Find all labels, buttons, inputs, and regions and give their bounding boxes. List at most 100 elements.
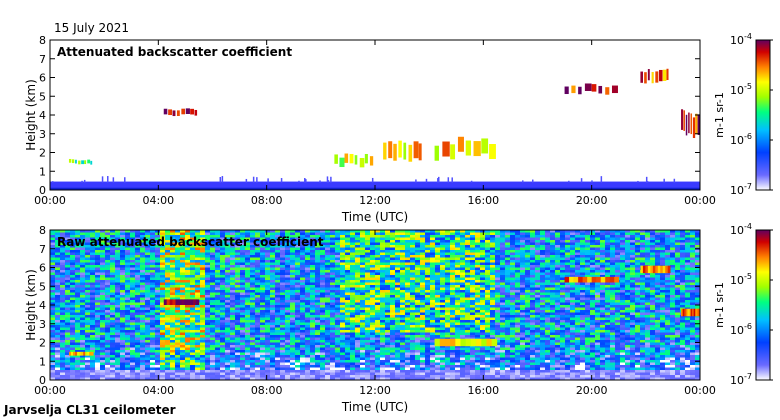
heatmap-cell (195, 277, 201, 281)
heatmap-cell (135, 255, 141, 258)
heatmap-cell (185, 230, 191, 233)
heatmap-cell (360, 367, 366, 371)
heatmap-cell (175, 350, 181, 353)
heatmap-cell (340, 290, 346, 293)
heatmap-cell (420, 262, 426, 266)
heatmap-cell (155, 317, 161, 321)
heatmap-cell (275, 275, 281, 278)
heatmap-cell (160, 280, 166, 283)
heatmap-cell (235, 372, 241, 376)
heatmap-cell (425, 377, 431, 380)
heatmap-cell (95, 275, 101, 278)
heatmap-cell (340, 352, 346, 356)
heatmap-cell (115, 260, 121, 263)
heatmap-cell (150, 340, 156, 343)
heatmap-cell (435, 332, 441, 336)
heatmap-cell (350, 355, 356, 358)
heatmap-cell (440, 350, 446, 353)
heatmap-cell (250, 312, 256, 316)
heatmap-cell (195, 342, 201, 346)
heatmap-cell (90, 332, 96, 336)
heatmap-cell (175, 272, 181, 276)
heatmap-cell (55, 282, 61, 286)
heatmap-cell (165, 347, 171, 351)
heatmap-cell (240, 275, 246, 278)
heatmap-cell (90, 372, 96, 376)
heatmap-cell (60, 270, 66, 273)
heatmap-cell (430, 277, 436, 281)
heatmap-cell (260, 357, 266, 361)
heatmap-cell (130, 320, 136, 323)
heatmap-cell (375, 302, 381, 306)
heatmap-cell (200, 360, 206, 363)
heatmap-cell (255, 282, 261, 286)
boundary-speckle (330, 176, 332, 183)
heatmap-cell (345, 245, 351, 248)
heatmap-cell (70, 357, 76, 361)
heatmap-cell (170, 282, 176, 286)
heatmap-cell (365, 290, 371, 293)
heatmap-cell (315, 287, 321, 291)
heatmap-cell (125, 302, 131, 306)
heatmap-cell (350, 330, 356, 333)
heatmap-cell (145, 342, 151, 346)
heatmap-cell (210, 237, 216, 241)
heatmap-cell (395, 295, 401, 298)
heatmap-cell (360, 295, 366, 298)
heatmap-cell (145, 367, 151, 371)
heatmap-cell (290, 302, 296, 306)
boundary-speckle (637, 180, 639, 183)
heatmap-cell (300, 275, 306, 278)
heatmap-cell (185, 355, 191, 358)
heatmap-cell (340, 355, 346, 358)
heatmap-cell (85, 272, 91, 276)
heatmap-cell (50, 235, 56, 238)
heatmap-cell (270, 305, 276, 308)
heatmap-cell (90, 247, 96, 251)
heatmap-cell (415, 375, 421, 378)
heatmap-cell (400, 335, 406, 338)
heatmap-cell (420, 335, 426, 338)
heatmap-cell (130, 375, 136, 378)
heatmap-cell (175, 330, 181, 333)
heatmap-cell (305, 350, 311, 353)
heatmap-cell (135, 285, 141, 288)
heatmap-cell (315, 250, 321, 253)
heatmap-cell (175, 277, 181, 281)
heatmap-cell (195, 317, 201, 321)
heatmap-cell (300, 245, 306, 248)
heatmap-cell (105, 262, 111, 266)
heatmap-cell (310, 372, 316, 376)
heatmap-cell (430, 267, 436, 271)
heatmap-cell (445, 372, 451, 376)
heatmap-cell (55, 345, 61, 348)
heatmap-cell (140, 322, 146, 326)
heatmap-cell (240, 312, 246, 316)
heatmap-cell (300, 262, 306, 266)
heatmap-cell (330, 315, 336, 318)
heatmap-cell (65, 300, 71, 303)
heatmap-cell (440, 370, 446, 373)
heatmap-cell (280, 275, 286, 278)
heatmap-cell (335, 375, 341, 378)
heatmap-cell (395, 357, 401, 361)
heatmap-cell (300, 302, 306, 306)
cloud-layer (695, 113, 698, 135)
heatmap-cell (415, 367, 421, 371)
heatmap-cell (390, 237, 396, 241)
heatmap-cell (75, 240, 81, 243)
heatmap-cell (435, 365, 441, 368)
heatmap-cell (100, 262, 106, 266)
heatmap-cell (380, 235, 386, 238)
heatmap-cell (435, 265, 441, 268)
heatmap-cell (225, 317, 231, 321)
heatmap-cell (430, 362, 436, 366)
heatmap-cell (55, 235, 61, 238)
heatmap-cell (65, 305, 71, 308)
heatmap-cell (150, 262, 156, 266)
heatmap-cell (365, 302, 371, 306)
heatmap-cell (430, 342, 436, 346)
heatmap-cell (415, 245, 421, 248)
heatmap-cell (305, 327, 311, 331)
heatmap-cell (100, 325, 106, 328)
